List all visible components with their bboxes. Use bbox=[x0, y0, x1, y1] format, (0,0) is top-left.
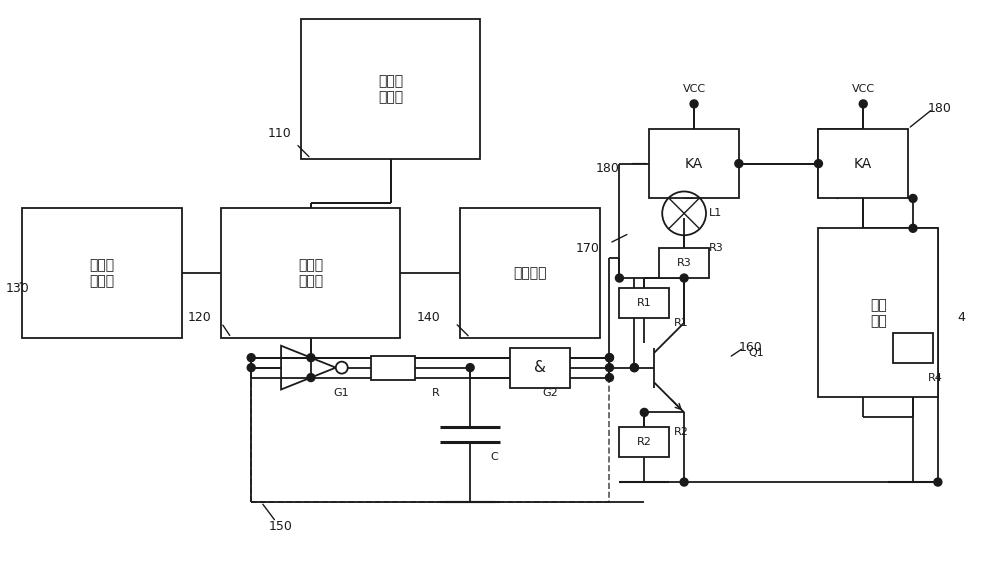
FancyBboxPatch shape bbox=[818, 129, 908, 198]
Circle shape bbox=[934, 478, 942, 486]
Text: 录入模块: 录入模块 bbox=[513, 266, 547, 280]
Circle shape bbox=[630, 364, 638, 372]
Text: 150: 150 bbox=[269, 520, 293, 533]
Circle shape bbox=[605, 373, 613, 381]
Text: 170: 170 bbox=[576, 242, 600, 255]
Text: R: R bbox=[431, 387, 439, 398]
Text: 160: 160 bbox=[739, 341, 763, 354]
FancyBboxPatch shape bbox=[659, 248, 709, 278]
Text: 4: 4 bbox=[958, 312, 966, 324]
Text: &: & bbox=[534, 360, 546, 375]
Text: KA: KA bbox=[854, 157, 872, 171]
FancyBboxPatch shape bbox=[818, 228, 938, 398]
FancyBboxPatch shape bbox=[619, 288, 669, 318]
Text: R1: R1 bbox=[674, 318, 689, 328]
Circle shape bbox=[630, 364, 638, 372]
Circle shape bbox=[307, 354, 315, 362]
Text: 140: 140 bbox=[417, 312, 440, 324]
Text: R2: R2 bbox=[674, 427, 689, 438]
Text: G2: G2 bbox=[542, 387, 558, 398]
Circle shape bbox=[680, 478, 688, 486]
FancyBboxPatch shape bbox=[371, 355, 415, 380]
FancyBboxPatch shape bbox=[301, 19, 480, 158]
FancyBboxPatch shape bbox=[22, 209, 182, 338]
Text: R3: R3 bbox=[709, 243, 724, 253]
Text: R4: R4 bbox=[928, 373, 943, 383]
Text: R2: R2 bbox=[637, 438, 652, 447]
Text: 110: 110 bbox=[267, 127, 291, 140]
FancyBboxPatch shape bbox=[649, 129, 739, 198]
Text: 电磁
吸盘: 电磁 吸盘 bbox=[870, 298, 887, 328]
Text: 身份存
储装置: 身份存 储装置 bbox=[89, 258, 114, 288]
Text: KA: KA bbox=[685, 157, 703, 171]
Text: R1: R1 bbox=[637, 298, 652, 308]
Circle shape bbox=[605, 364, 613, 372]
Circle shape bbox=[605, 354, 613, 362]
Text: G1: G1 bbox=[333, 387, 349, 398]
Text: Q1: Q1 bbox=[749, 348, 765, 358]
FancyBboxPatch shape bbox=[619, 427, 669, 457]
Circle shape bbox=[247, 364, 255, 372]
Circle shape bbox=[735, 160, 743, 168]
Text: 120: 120 bbox=[188, 312, 211, 324]
Circle shape bbox=[307, 373, 315, 381]
Circle shape bbox=[615, 274, 623, 282]
Circle shape bbox=[247, 354, 255, 362]
Text: 180: 180 bbox=[596, 162, 619, 175]
Circle shape bbox=[466, 364, 474, 372]
Text: 身份录
入装置: 身份录 入装置 bbox=[378, 74, 403, 104]
Text: L1: L1 bbox=[709, 208, 722, 218]
Text: VCC: VCC bbox=[683, 84, 706, 94]
Text: 130: 130 bbox=[5, 281, 29, 295]
FancyBboxPatch shape bbox=[221, 209, 400, 338]
Circle shape bbox=[859, 100, 867, 108]
Circle shape bbox=[640, 409, 648, 416]
Circle shape bbox=[814, 160, 822, 168]
FancyBboxPatch shape bbox=[510, 348, 570, 387]
Circle shape bbox=[605, 354, 613, 362]
Text: R3: R3 bbox=[677, 258, 691, 268]
Text: VCC: VCC bbox=[852, 84, 875, 94]
Text: C: C bbox=[490, 452, 498, 462]
Circle shape bbox=[909, 224, 917, 232]
FancyBboxPatch shape bbox=[460, 209, 600, 338]
Circle shape bbox=[680, 274, 688, 282]
Text: 180: 180 bbox=[928, 102, 952, 116]
Circle shape bbox=[909, 194, 917, 202]
Text: 身份核
对装置: 身份核 对装置 bbox=[298, 258, 323, 288]
Circle shape bbox=[690, 100, 698, 108]
FancyBboxPatch shape bbox=[893, 333, 933, 362]
